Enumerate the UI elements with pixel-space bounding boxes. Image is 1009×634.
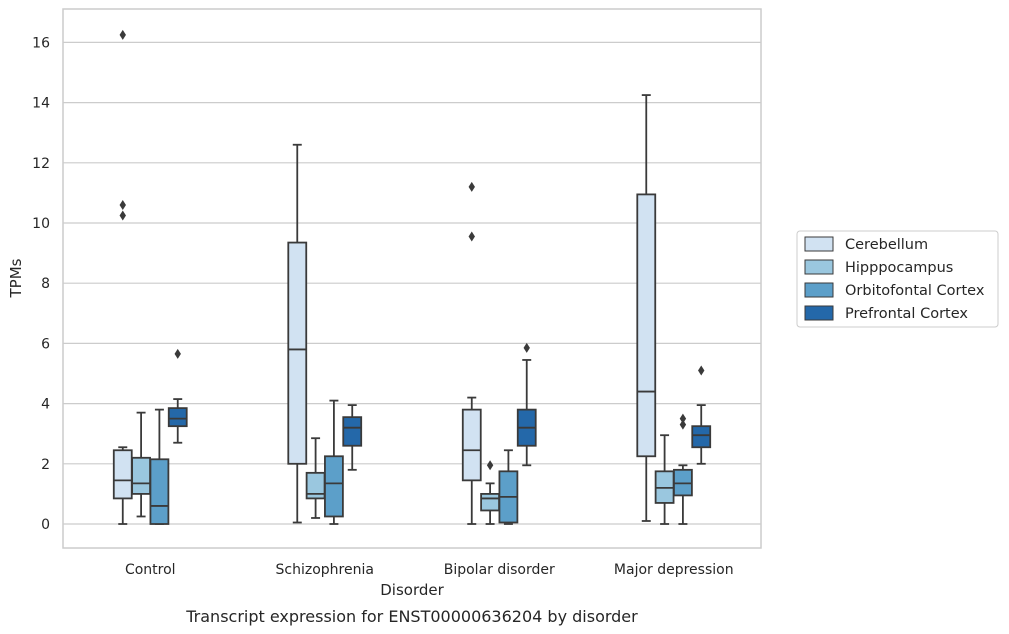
box-prefrontal-cortex: [342, 404, 363, 471]
iqr-box: [480, 492, 500, 512]
outlier-point: [468, 231, 475, 242]
outlier-point: [523, 342, 530, 353]
outlier-point: [679, 413, 687, 424]
x-tick-label: Schizophrenia: [276, 562, 374, 578]
legend-label: Orbitofontal Cortex: [845, 283, 985, 299]
outlier-point: [119, 210, 126, 221]
iqr-box: [691, 425, 712, 449]
legend-items: Cerebellum Hipppocampus Orbitofontal Corte…: [804, 236, 985, 322]
legend-label: Prefrontal Cortex: [845, 306, 968, 322]
box-prefrontal-cortex: [516, 342, 537, 467]
figure-caption: Transcript expression for ENST0000063620…: [185, 607, 638, 626]
boxplot-series: [112, 29, 712, 525]
box-cerebellum: [112, 29, 133, 525]
x-axis-tick-labels: Control Schizophrenia Bipolar disorder Majo…: [125, 562, 734, 578]
box-hipppocampus: [305, 437, 326, 519]
box-orbitofontal-cortex: [498, 449, 519, 525]
x-tick-label: Control: [125, 562, 176, 578]
x-tick-label: Bipolar disorder: [444, 562, 555, 578]
y-tick-label: 8: [41, 276, 50, 292]
y-axis-label: TPMs: [7, 258, 25, 298]
box-hipppocampus: [480, 460, 500, 525]
iqr-box: [149, 458, 170, 525]
y-tick-label: 14: [32, 96, 50, 112]
iqr-box: [342, 416, 363, 447]
outlier-point: [174, 348, 181, 359]
iqr-box: [636, 193, 657, 458]
legend: Cerebellum Hipppocampus Orbitofontal Corte…: [796, 230, 999, 328]
legend-swatch: [804, 282, 834, 298]
box-orbitofontal-cortex: [149, 408, 170, 525]
box-hipppocampus: [654, 434, 675, 525]
legend-swatch: [804, 305, 834, 321]
legend-swatch: [804, 259, 834, 275]
x-tick-label: Major depression: [614, 562, 734, 578]
box-cerebellum: [287, 143, 308, 524]
outlier-point: [468, 181, 475, 192]
legend-label: Cerebellum: [845, 237, 928, 253]
y-tick-label: 0: [41, 517, 50, 533]
iqr-box: [131, 456, 151, 495]
box-hipppocampus: [131, 411, 151, 518]
y-tick-label: 4: [41, 397, 50, 413]
gridlines: [63, 41, 761, 525]
iqr-box: [167, 407, 188, 428]
iqr-box: [112, 449, 133, 500]
legend-swatch: [804, 236, 834, 252]
outlier-point: [119, 29, 126, 40]
box-cerebellum: [461, 181, 482, 525]
y-tick-label: 2: [41, 457, 50, 473]
y-tick-label: 16: [32, 35, 50, 51]
box-prefrontal-cortex: [167, 348, 188, 444]
x-axis-label: Disorder: [380, 581, 444, 599]
y-tick-label: 6: [41, 336, 50, 352]
legend-label: Hipppocampus: [845, 260, 953, 276]
box-orbitofontal-cortex: [673, 413, 693, 525]
iqr-box: [324, 455, 344, 518]
iqr-box: [461, 408, 482, 482]
outlier-point: [679, 419, 687, 430]
box-orbitofontal-cortex: [324, 399, 344, 525]
box-prefrontal-cortex: [691, 365, 712, 465]
y-tick-label: 10: [32, 216, 50, 232]
outlier-point: [486, 460, 494, 471]
plot-area-frame: [62, 8, 762, 549]
iqr-box: [287, 241, 308, 465]
y-tick-label: 12: [32, 156, 50, 172]
outlier-point: [119, 199, 126, 210]
outlier-point: [698, 365, 705, 376]
box-cerebellum: [636, 94, 657, 522]
legend-frame: [796, 230, 999, 328]
y-axis-tick-labels: 0 2 4 6 8 10 12 14 16: [32, 35, 50, 533]
